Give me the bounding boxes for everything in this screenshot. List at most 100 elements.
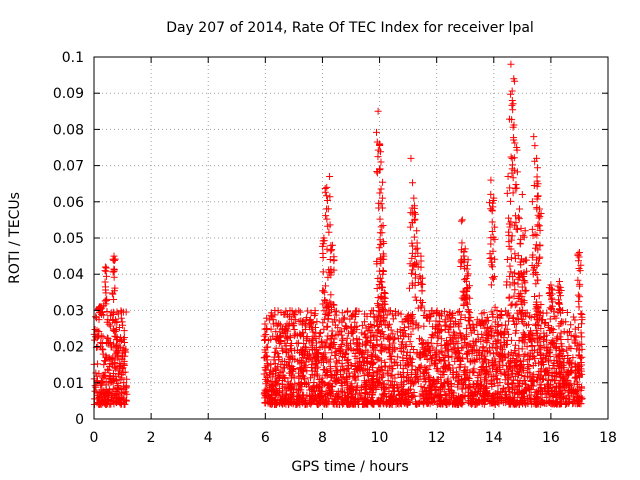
data-point xyxy=(533,173,541,181)
data-point xyxy=(454,395,462,403)
data-point xyxy=(320,315,328,323)
data-point xyxy=(547,305,555,313)
data-point xyxy=(381,294,389,302)
data-point xyxy=(286,307,294,315)
data-point xyxy=(295,374,303,382)
data-point xyxy=(367,332,375,340)
data-point xyxy=(306,392,314,400)
data-point xyxy=(406,355,414,363)
data-point xyxy=(448,388,456,396)
data-point xyxy=(515,380,523,388)
data-point xyxy=(447,380,455,388)
data-point xyxy=(536,253,544,261)
data-point xyxy=(335,356,343,364)
data-point xyxy=(535,308,543,316)
data-point xyxy=(334,367,342,375)
data-point xyxy=(519,389,527,397)
data-point xyxy=(509,106,517,114)
data-point xyxy=(532,400,540,408)
data-point xyxy=(461,245,469,253)
y-tick-label: 0.02 xyxy=(53,340,84,356)
data-point xyxy=(431,349,439,357)
data-point xyxy=(567,380,575,388)
data-point xyxy=(286,332,294,340)
data-point xyxy=(515,215,523,223)
data-point xyxy=(401,388,409,396)
data-point xyxy=(508,116,516,124)
data-point xyxy=(338,394,346,402)
data-point xyxy=(464,306,472,314)
data-point xyxy=(438,371,446,379)
data-point xyxy=(93,334,101,342)
data-point xyxy=(457,257,465,265)
data-point xyxy=(569,354,577,362)
data-point xyxy=(303,354,311,362)
data-point xyxy=(513,184,521,192)
data-point xyxy=(375,400,383,408)
data-point xyxy=(509,273,517,281)
data-point xyxy=(337,388,345,396)
data-point xyxy=(321,353,329,361)
data-point xyxy=(537,301,545,309)
data-point xyxy=(487,399,495,407)
data-point xyxy=(319,287,327,295)
data-point xyxy=(324,205,332,213)
data-point xyxy=(379,268,387,276)
data-point xyxy=(95,400,103,408)
data-point xyxy=(566,359,574,367)
y-tick-label: 0.06 xyxy=(53,195,84,211)
data-point xyxy=(442,391,450,399)
data-point xyxy=(262,390,270,398)
data-point xyxy=(422,393,430,401)
data-point xyxy=(463,288,471,296)
data-point xyxy=(362,333,370,341)
data-point xyxy=(469,337,477,345)
data-point xyxy=(312,350,320,358)
data-point xyxy=(421,388,429,396)
data-point xyxy=(489,362,497,370)
data-point xyxy=(332,351,340,359)
data-point xyxy=(98,378,106,386)
data-point xyxy=(277,309,285,317)
data-point xyxy=(429,399,437,407)
data-point xyxy=(374,146,382,154)
data-point xyxy=(298,347,306,355)
data-point xyxy=(501,329,509,337)
data-point xyxy=(501,376,509,384)
data-point xyxy=(323,372,331,380)
data-point xyxy=(442,362,450,370)
data-point xyxy=(465,317,473,325)
data-point xyxy=(411,293,419,301)
data-point xyxy=(374,379,382,387)
data-point xyxy=(294,392,302,400)
data-point xyxy=(523,309,531,317)
data-point xyxy=(488,380,496,388)
data-point xyxy=(423,355,431,363)
data-point xyxy=(263,343,271,351)
data-point xyxy=(324,332,332,340)
data-point xyxy=(110,265,118,273)
data-point xyxy=(408,204,416,212)
data-point xyxy=(427,389,435,397)
data-point xyxy=(433,385,441,393)
data-point xyxy=(513,386,521,394)
data-point xyxy=(394,400,402,408)
data-point xyxy=(566,398,574,406)
data-point xyxy=(545,370,553,378)
data-point xyxy=(509,174,517,182)
data-point xyxy=(402,343,410,351)
data-point xyxy=(120,338,128,346)
data-point xyxy=(503,256,511,264)
data-point xyxy=(510,75,518,83)
data-point xyxy=(463,300,471,308)
data-point xyxy=(412,245,420,253)
data-point xyxy=(106,373,114,381)
data-point xyxy=(359,357,367,365)
data-point xyxy=(543,331,551,339)
data-point xyxy=(469,367,477,375)
data-point xyxy=(321,341,329,349)
data-point xyxy=(481,384,489,392)
data-point xyxy=(507,364,515,372)
data-point xyxy=(376,215,384,223)
